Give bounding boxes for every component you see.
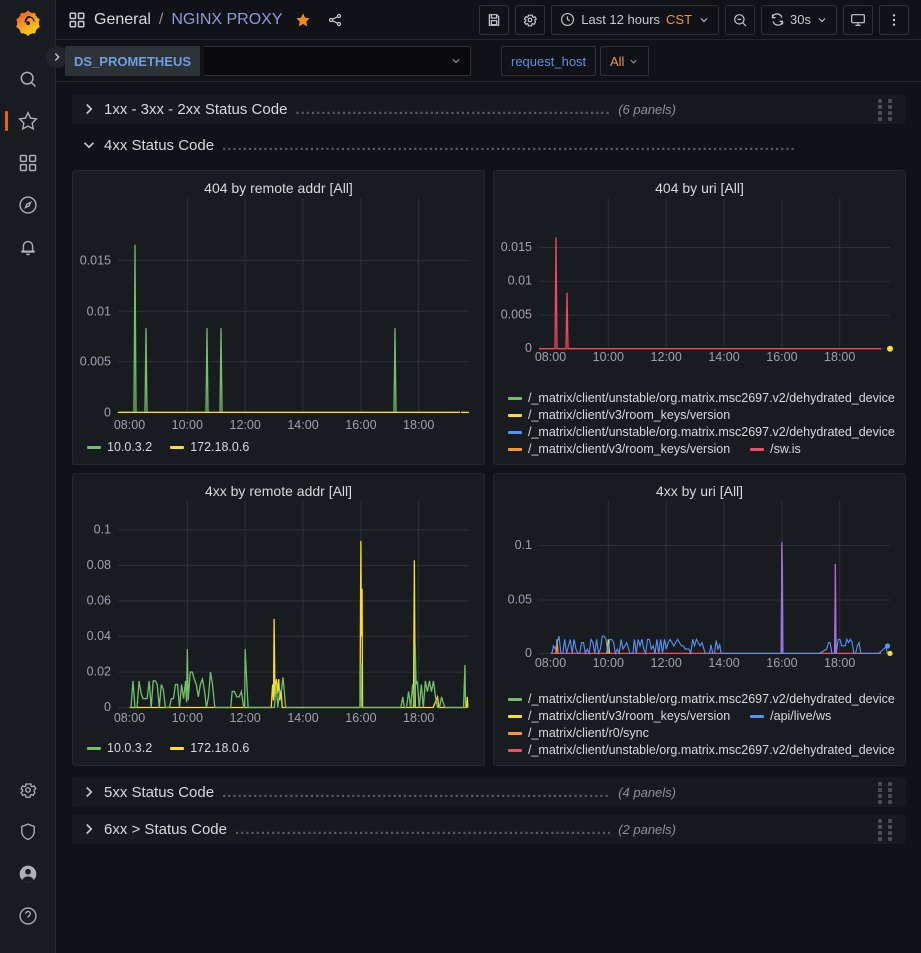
svg-text:0.005: 0.005 xyxy=(80,355,111,369)
svg-text:0.06: 0.06 xyxy=(87,593,111,607)
svg-text:10:00: 10:00 xyxy=(593,350,624,363)
svg-text:08:00: 08:00 xyxy=(114,711,145,725)
svg-text:10:00: 10:00 xyxy=(593,656,624,669)
svg-text:0: 0 xyxy=(525,646,532,660)
svg-text:16:00: 16:00 xyxy=(345,418,376,432)
svg-text:08:00: 08:00 xyxy=(535,350,566,363)
svg-text:14:00: 14:00 xyxy=(708,656,739,669)
svg-text:0.1: 0.1 xyxy=(515,538,532,552)
svg-text:0.015: 0.015 xyxy=(501,240,532,254)
svg-text:0.005: 0.005 xyxy=(501,308,532,322)
svg-text:0.01: 0.01 xyxy=(87,304,111,318)
svg-text:0.01: 0.01 xyxy=(508,274,532,288)
svg-text:0.02: 0.02 xyxy=(87,665,111,679)
svg-text:16:00: 16:00 xyxy=(766,350,797,363)
svg-text:12:00: 12:00 xyxy=(230,711,261,725)
svg-text:12:00: 12:00 xyxy=(651,350,682,363)
svg-text:14:00: 14:00 xyxy=(287,418,318,432)
svg-text:14:00: 14:00 xyxy=(287,711,318,725)
svg-text:10:00: 10:00 xyxy=(172,418,203,432)
svg-text:0.05: 0.05 xyxy=(508,593,532,607)
svg-text:12:00: 12:00 xyxy=(230,418,261,432)
svg-text:0.04: 0.04 xyxy=(87,629,111,643)
svg-text:16:00: 16:00 xyxy=(766,656,797,669)
svg-text:14:00: 14:00 xyxy=(708,350,739,363)
svg-text:18:00: 18:00 xyxy=(403,711,434,725)
svg-text:0.08: 0.08 xyxy=(87,558,111,572)
svg-text:0: 0 xyxy=(525,341,532,355)
svg-text:18:00: 18:00 xyxy=(824,350,855,363)
svg-text:0.015: 0.015 xyxy=(80,254,111,268)
svg-text:10:00: 10:00 xyxy=(172,711,203,725)
svg-text:16:00: 16:00 xyxy=(345,711,376,725)
svg-text:18:00: 18:00 xyxy=(403,418,434,432)
svg-text:18:00: 18:00 xyxy=(824,656,855,669)
svg-text:0: 0 xyxy=(104,405,111,419)
svg-text:12:00: 12:00 xyxy=(651,656,682,669)
svg-text:08:00: 08:00 xyxy=(535,656,566,669)
svg-text:08:00: 08:00 xyxy=(114,418,145,432)
svg-text:0: 0 xyxy=(104,700,111,714)
svg-text:0.1: 0.1 xyxy=(94,522,111,536)
